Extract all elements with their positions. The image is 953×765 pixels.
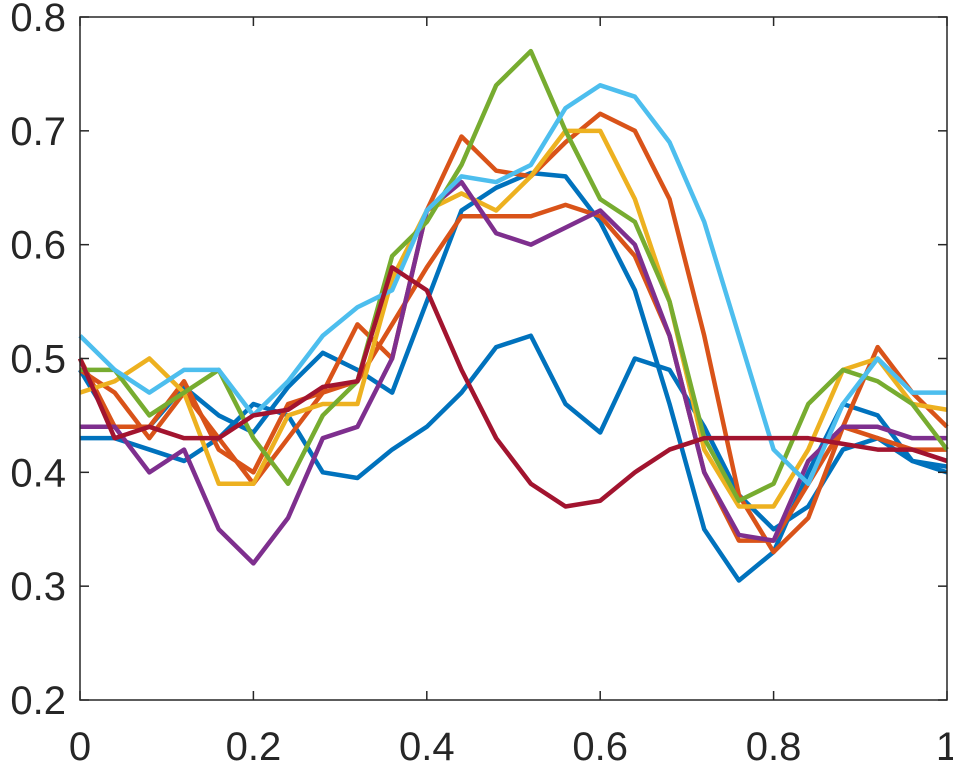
- x-tick-label: 0.8: [746, 725, 802, 765]
- y-tick-label: 0.7: [10, 110, 66, 154]
- y-tick-label: 0.5: [10, 338, 66, 382]
- lines: [77, 48, 949, 583]
- x-tick-label: 0.6: [572, 725, 628, 765]
- data-line: [78, 170, 948, 583]
- data-line: [80, 179, 947, 566]
- x-tick-label: 0.4: [399, 725, 455, 765]
- plot-area: [80, 17, 947, 700]
- y-tick-label: 0.6: [10, 224, 66, 268]
- x-tick-label: 0.2: [226, 725, 282, 765]
- y-tick-label: 0.2: [10, 679, 66, 723]
- y-tick-label: 0.4: [10, 451, 66, 495]
- data-line: [78, 83, 947, 486]
- data-line: [79, 128, 948, 509]
- x-tick-label: 1: [936, 725, 953, 765]
- data-line: [77, 265, 948, 509]
- data-line: [77, 202, 947, 543]
- data-line: [80, 48, 949, 504]
- y-tick-label: 0.3: [10, 565, 66, 609]
- x-tick-label: 0: [69, 725, 91, 765]
- y-tick-label: 0.8: [10, 0, 66, 40]
